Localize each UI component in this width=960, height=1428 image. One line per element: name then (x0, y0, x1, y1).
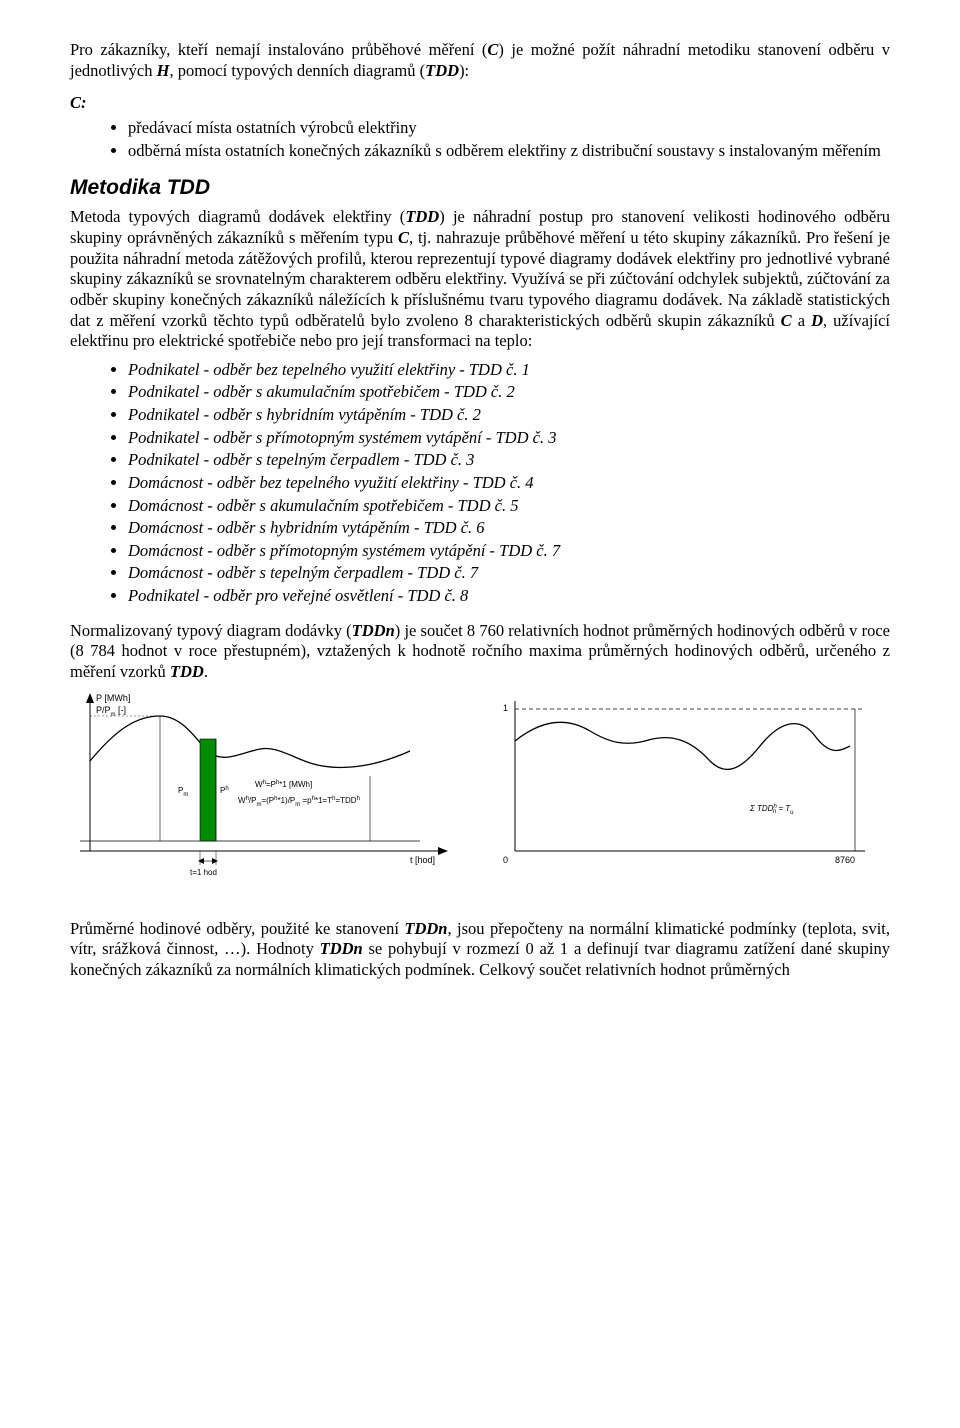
chart-left-Pm: Pm (178, 786, 188, 798)
chart-right-xend: 8760 (835, 855, 855, 865)
intro-bullet: předávací místa ostatních výrobců elektř… (128, 118, 890, 139)
chart-left-ylabel: P [MWh] (96, 693, 130, 703)
chart-left-curve (90, 716, 410, 767)
metodika-bullet: Podnikatel - odběr s přímotopným systéme… (128, 428, 890, 449)
chart-right-y1: 1 (503, 703, 508, 713)
chart-left: P [MWh] P/Pm [-] Pm Ph Wh=Ph (70, 691, 465, 891)
chart-right-sum: Σ TDDhn = Tu (749, 804, 794, 816)
metodika-bullet: Domácnost - odběr bez tepelného využití … (128, 473, 890, 494)
metodika-bullet: Podnikatel - odběr s hybridním vytápěním… (128, 405, 890, 426)
metodika-bullet: Podnikatel - odběr bez tepelného využití… (128, 360, 890, 381)
chart-left-Ph: Ph (220, 786, 229, 795)
metodika-C2: C (781, 311, 792, 330)
intro-text-a: Pro zákazníky, kteří nemají instalováno … (70, 40, 487, 59)
intro-text-d: ): (459, 61, 469, 80)
intro-TDD: TDD (425, 61, 459, 80)
chart-row: P [MWh] P/Pm [-] Pm Ph Wh=Ph (70, 691, 890, 891)
footer-TDDn2: TDDn (320, 939, 363, 958)
chart-left-xlabel: t [hod] (410, 855, 435, 865)
metodika-bullet: Domácnost - odběr s přímotopným systémem… (128, 541, 890, 562)
norm-c: . (204, 662, 208, 681)
chart-left-eq1: Wh=Ph*1 [MWh] (255, 780, 312, 789)
metodika-bullets: Podnikatel - odběr bez tepelného využití… (70, 360, 890, 607)
norm-paragraph: Normalizovaný typový diagram dodávky (TD… (70, 621, 890, 683)
footer-paragraph: Průměrné hodinové odběry, použité ke sta… (70, 919, 890, 981)
chart-left-bar (200, 739, 216, 841)
chart-right: 1 0 8760 Σ TDDhn = Tu (495, 691, 890, 891)
metodika-d: a (792, 311, 811, 330)
metodika-D: D (811, 311, 823, 330)
section-title-metodika: Metodika TDD (70, 175, 890, 201)
chart-left-t1: t=1 hod (190, 868, 217, 877)
metodika-body: Metoda typových diagramů dodávek elektři… (70, 207, 890, 351)
intro-bullet: odběrná místa ostatních konečných zákazn… (128, 141, 890, 162)
footer-a: Průměrné hodinové odběry, použité ke sta… (70, 919, 404, 938)
chart-right-y0: 0 (503, 855, 508, 865)
metodika-C: C (398, 228, 409, 247)
norm-TDD: TDD (170, 662, 204, 681)
norm-TDDn: TDDn (352, 621, 395, 640)
intro-text-c: , pomocí typových denních diagramů ( (169, 61, 425, 80)
C-heading: C: (70, 93, 890, 114)
metodika-a: Metoda typových diagramů dodávek elektři… (70, 207, 405, 226)
metodika-bullet: Domácnost - odběr s tepelným čerpadlem -… (128, 563, 890, 584)
intro-H: H (157, 61, 170, 80)
chart-left-eq2: Wh/Pm=(Ph*1)/Pm =ph*1=Th=TDDh (238, 796, 360, 808)
metodika-bullet: Podnikatel - odběr s tepelným čerpadlem … (128, 450, 890, 471)
metodika-bullet: Domácnost - odběr s hybridním vytápěním … (128, 518, 890, 539)
metodika-TDD: TDD (405, 207, 439, 226)
metodika-bullet: Podnikatel - odběr s akumulačním spotřeb… (128, 382, 890, 403)
chart-right-curve (515, 722, 850, 769)
intro-bullets: předávací místa ostatních výrobců elektř… (70, 118, 890, 161)
intro-paragraph: Pro zákazníky, kteří nemají instalováno … (70, 40, 890, 81)
footer-TDDn: TDDn (404, 919, 447, 938)
metodika-bullet: Domácnost - odběr s akumulačním spotřebi… (128, 496, 890, 517)
metodika-bullet: Podnikatel - odběr pro veřejné osvětlení… (128, 586, 890, 607)
norm-a: Normalizovaný typový diagram dodávky ( (70, 621, 352, 640)
intro-C: C (487, 40, 498, 59)
